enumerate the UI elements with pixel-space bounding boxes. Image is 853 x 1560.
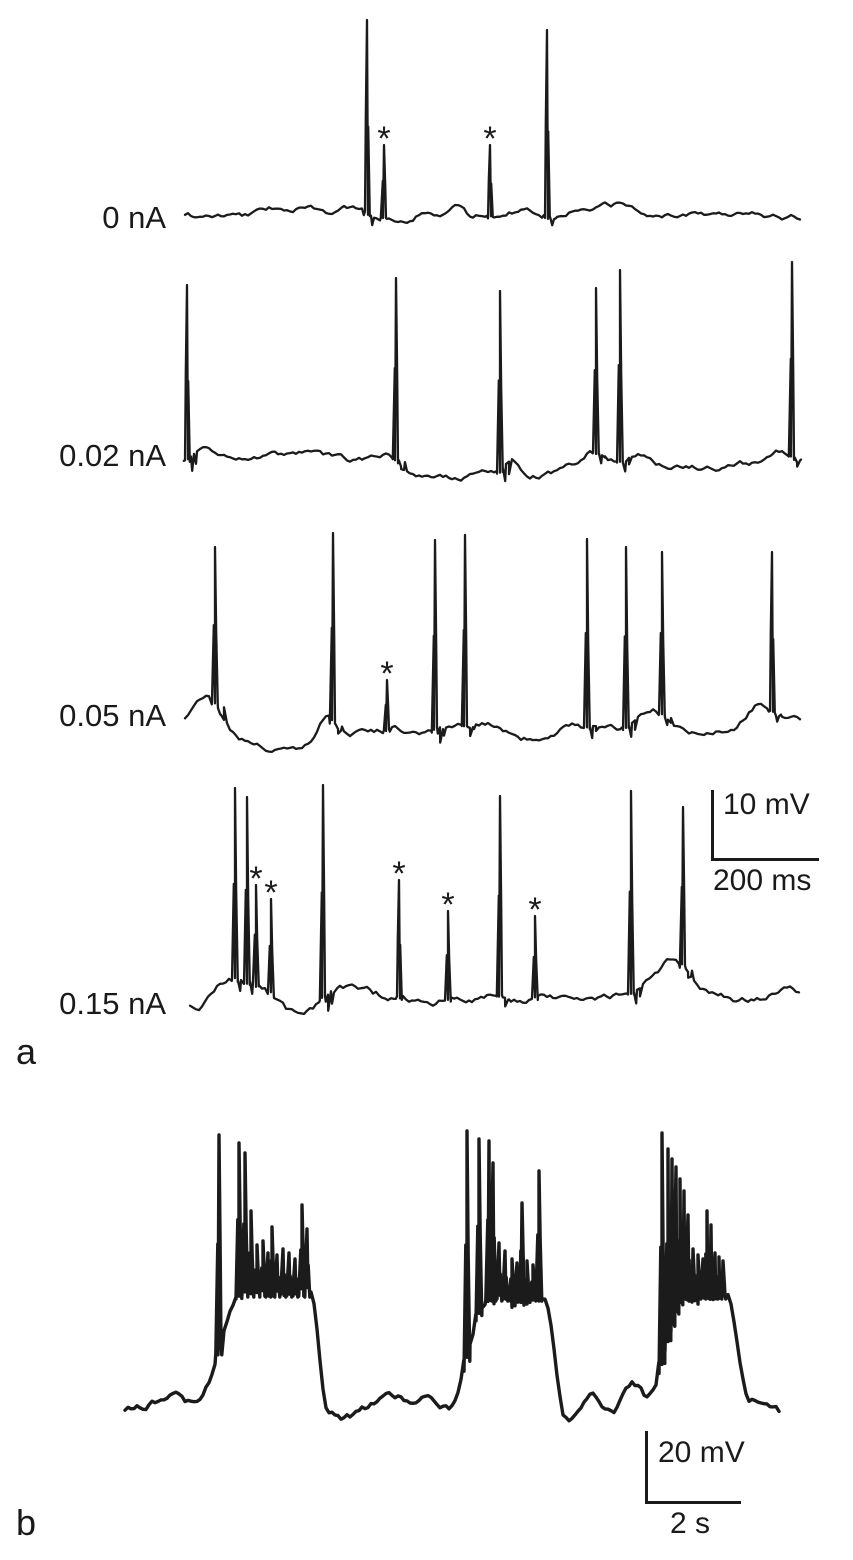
scalebar-a-vertical-line [711, 790, 714, 861]
asterisk-marker: * [392, 855, 405, 893]
trace-label-0-05nA: 0.05 nA [59, 698, 166, 733]
asterisk-marker: * [483, 120, 496, 158]
voltage-trace-panelb-0 [123, 1129, 781, 1423]
asterisk-marker: * [528, 891, 541, 929]
trace-label-0-15nA: 0.15 nA [59, 986, 166, 1021]
asterisk-marker: * [377, 120, 390, 158]
scalebar-b-voltage-label: 20 mV [658, 1436, 745, 1469]
asterisk-marker: * [441, 886, 454, 924]
scalebar-a-time-label: 200 ms [713, 864, 812, 897]
voltage-trace-panela-3 [188, 783, 801, 1016]
voltage-trace-panela-2 [183, 531, 802, 753]
asterisk-marker: * [264, 874, 277, 912]
voltage-trace-panela-1 [182, 260, 803, 483]
asterisk-marker: * [380, 655, 393, 693]
scalebar-b-vertical-line [645, 1431, 648, 1504]
scalebar-b-horizontal-line [645, 1501, 741, 1504]
scalebar-b-time-label: 2 s [670, 1507, 711, 1540]
scalebar-a-voltage-label: 10 mV [723, 788, 810, 821]
panel-label-b: b [16, 1502, 37, 1543]
voltage-trace-panela-0 [183, 18, 802, 227]
trace-label-0-02nA: 0.02 nA [59, 438, 166, 473]
panel-label-a: a [16, 1031, 37, 1072]
trace-label-0nA: 0 nA [102, 200, 166, 235]
asterisk-marker: * [249, 860, 262, 898]
scalebar-a-horizontal-line [711, 858, 819, 861]
